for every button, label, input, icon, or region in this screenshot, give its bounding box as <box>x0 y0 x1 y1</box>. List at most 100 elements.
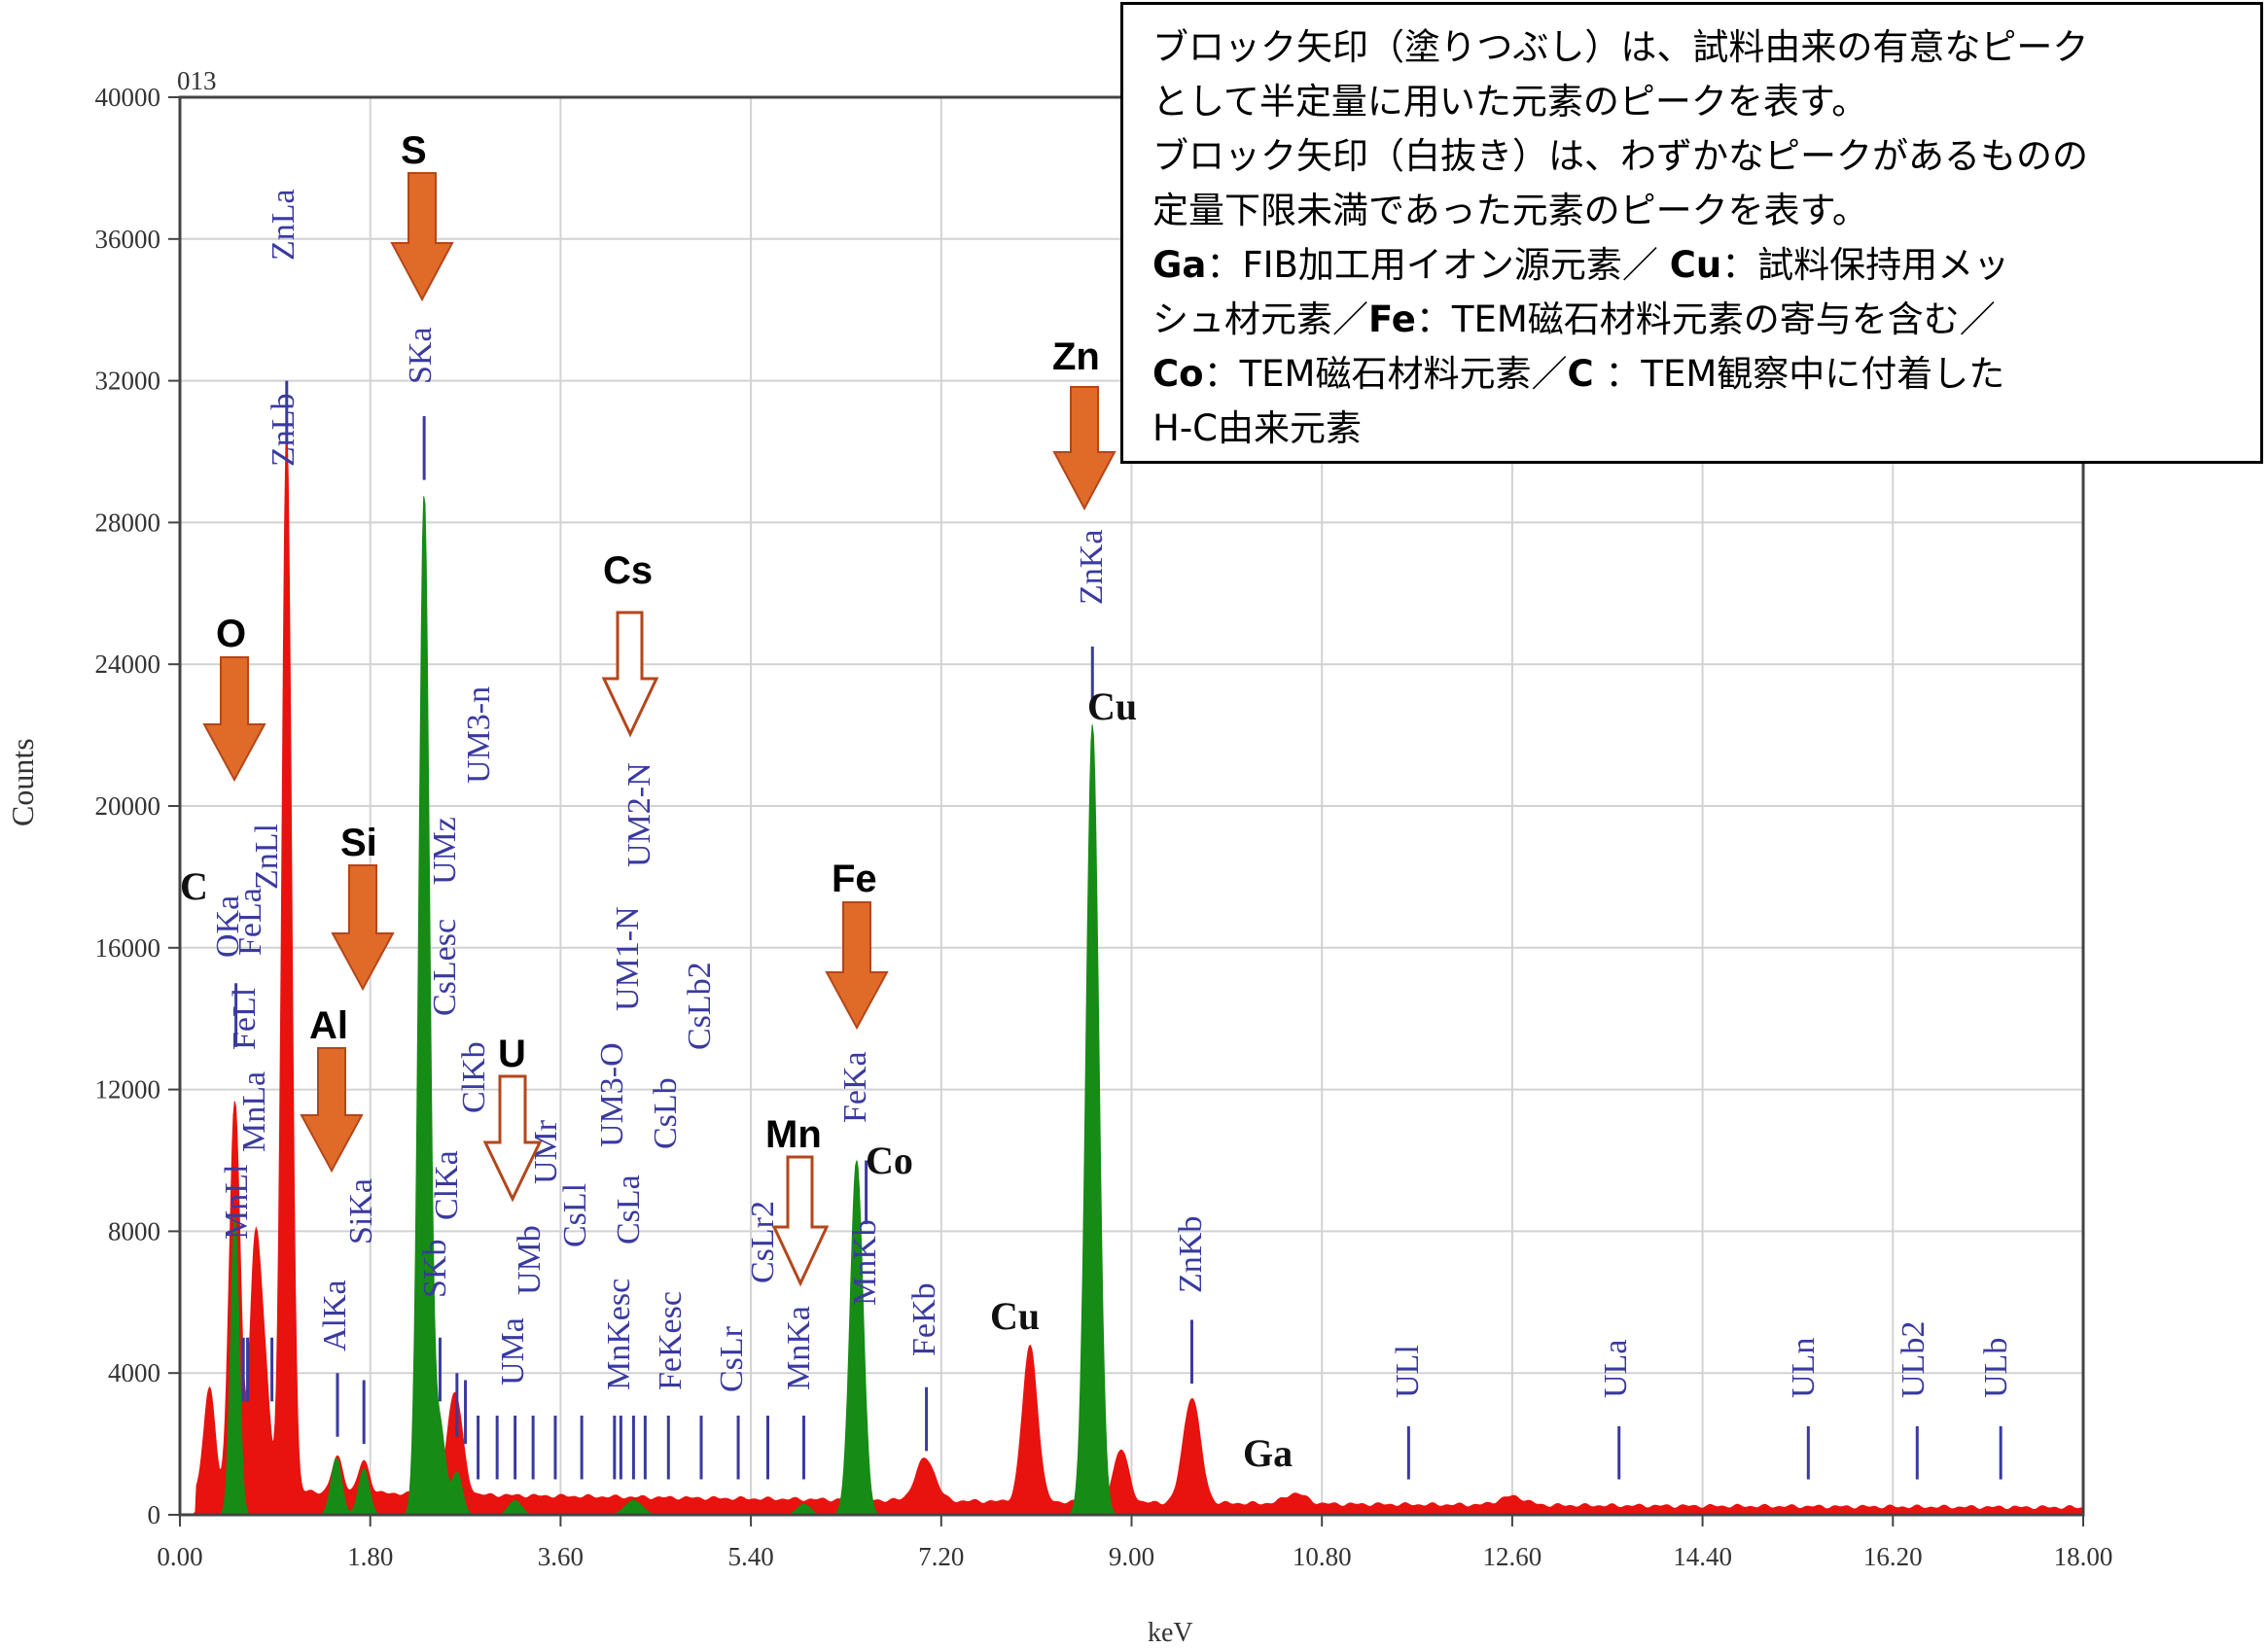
line-label-csla: CsLa <box>611 1175 647 1245</box>
y-tick-label: 24000 <box>95 649 161 679</box>
element-label-mn: Mn <box>765 1113 822 1156</box>
peak-label-cu: Cu <box>990 1294 1040 1338</box>
line-label-cslb: CsLb <box>648 1077 684 1149</box>
y-tick-label: 36000 <box>95 225 161 254</box>
note-line-2: として半定量に用いた元素のピークを表す。 <box>1152 81 1868 123</box>
note-fe-symbol: Fe <box>1368 298 1416 340</box>
line-label-cslesc: CsLesc <box>427 919 463 1016</box>
note-cu-symbol: Cu <box>1669 244 1722 286</box>
line-label-znla: ZnLa <box>266 189 301 261</box>
x-tick-label: 5.40 <box>727 1542 773 1571</box>
x-tick-label: 14.40 <box>1673 1542 1732 1571</box>
x-tick-label: 9.00 <box>1109 1542 1154 1571</box>
line-label-mnka: MnKa <box>781 1306 817 1390</box>
line-label-uln: ULn <box>1786 1338 1822 1398</box>
line-label-znkb: ZnKb <box>1173 1216 1209 1293</box>
line-label-uma: UMa <box>495 1317 531 1385</box>
x-tick-label: 0.00 <box>157 1542 202 1571</box>
line-label-fela: FeLa <box>232 888 268 956</box>
element-label-al: Al <box>309 1004 348 1047</box>
element-label-cs: Cs <box>603 549 653 592</box>
note-line-4: 定量下限未満であった元素のピークを表す。 <box>1152 190 1868 231</box>
line-label-ulb2: ULb2 <box>1896 1321 1931 1398</box>
y-tick-label: 16000 <box>95 933 161 963</box>
x-tick-label: 1.80 <box>347 1542 393 1571</box>
note-c-text: ：TEM観察中に付着した <box>1593 353 2005 395</box>
element-label-s: S <box>401 129 427 172</box>
element-arrows <box>202 172 1116 1287</box>
arrow-al <box>300 1047 364 1174</box>
note-line-5: Ga：FIB加工用イオン源元素／ Cu：試料保持用メッ <box>1152 238 2243 293</box>
axis-ticks: 0.00 1.80 3.60 5.40 7.20 9.00 10.80 12.60 14.40 1… <box>95 83 2113 1571</box>
y-tick-label: 4000 <box>108 1358 160 1387</box>
y-tick-label: 12000 <box>95 1075 161 1105</box>
line-label-fekb: FeKb <box>906 1282 942 1356</box>
note-line-7: Co：TEM磁石材料元素／C ：TEM観察中に付着した <box>1152 347 2243 402</box>
line-label-oka: OKa <box>210 895 246 958</box>
line-label-znlb: ZnLb <box>266 393 301 467</box>
x-tick-label: 10.80 <box>1293 1542 1352 1571</box>
line-label-skb: SKb <box>417 1240 453 1298</box>
line-markers <box>234 380 2002 1480</box>
arrow-zn <box>1052 386 1116 511</box>
arrow-o <box>202 656 266 783</box>
note-fe-text: ：TEM磁石材料元素の寄与を含む／ <box>1415 298 1996 340</box>
y-tick-label: 20000 <box>95 791 161 821</box>
element-label-o: O <box>216 613 246 655</box>
line-label-ula: ULa <box>1598 1340 1634 1398</box>
spectrum-series-0 <box>180 429 2084 1516</box>
x-axis-label: keV <box>1148 1618 1193 1648</box>
note-line-3: ブロック矢印（白抜き）は、わずかなピークがあるものの <box>1152 135 2088 177</box>
line-label-feka: FeKa <box>837 1051 873 1123</box>
element-labels: S O Si Al U Cs Mn Fe Zn <box>216 129 1100 1156</box>
x-tick-label: 7.20 <box>918 1542 964 1571</box>
line-label-clka: ClKa <box>429 1150 465 1220</box>
line-label-alka: AlKa <box>317 1280 353 1351</box>
line-label-fekesc: FeKesc <box>653 1291 689 1390</box>
note-line-1: ブロック矢印（塗りつぶし）は、試料由来の有意なピーク <box>1152 26 2089 68</box>
line-labels: ZnLa ZnLb SKa UM3-n UMz CsLesc ClKb ClKa… <box>210 189 2014 1398</box>
note-co-symbol: Co <box>1152 353 1204 395</box>
element-label-zn: Zn <box>1052 335 1100 378</box>
note-co-text: ：TEM磁石材料元素／ <box>1203 353 1568 395</box>
arrow-u <box>482 1074 543 1203</box>
line-label-umb: UMb <box>512 1225 548 1295</box>
legend-note-box: ブロック矢印（塗りつぶし）は、試料由来の有意なピーク として半定量に用いた元素の… <box>1120 2 2263 464</box>
line-label-umz: UMz <box>427 817 463 885</box>
line-label-um1-n: UM1-N <box>610 906 646 1011</box>
line-label-znll: ZnLl <box>249 824 285 890</box>
peak-label-cu-ka: Cu <box>1087 684 1137 728</box>
note-ga-text: ：FIB加工用イオン源元素／ <box>1206 244 1670 286</box>
line-label-um2-n: UM2-N <box>621 762 657 867</box>
line-label-mnkesc: MnKesc <box>601 1279 637 1390</box>
y-tick-label: 0 <box>148 1500 161 1529</box>
line-label-mnkb: MnKb <box>847 1219 883 1306</box>
element-label-fe: Fe <box>832 858 877 900</box>
line-label-ska: SKa <box>403 327 439 384</box>
line-label-csll: CsLl <box>557 1183 593 1247</box>
note-c-symbol: C <box>1567 353 1594 395</box>
y-tick-label: 28000 <box>95 508 161 537</box>
x-tick-label: 16.20 <box>1863 1542 1923 1571</box>
y-tick-label: 32000 <box>95 367 161 396</box>
line-label-um3-o: UM3-O <box>594 1042 630 1147</box>
y-tick-label: 40000 <box>95 83 161 112</box>
x-tick-label: 3.60 <box>538 1542 584 1571</box>
line-label-fell: FeLl <box>227 988 263 1050</box>
note-line-8: H-C由来元素 <box>1152 407 1363 449</box>
line-label-clkb: ClKb <box>456 1041 492 1113</box>
peak-label-c: C <box>180 864 208 908</box>
x-tick-label: 12.60 <box>1483 1542 1542 1571</box>
y-tick-label: 8000 <box>108 1216 160 1245</box>
arrow-s <box>390 172 454 302</box>
note-line-6: シュ材元素／Fe：TEM磁石材料元素の寄与を含む／ <box>1152 293 2243 347</box>
line-label-znka: ZnKa <box>1074 530 1110 605</box>
arrow-si <box>331 864 395 992</box>
note-cu-text: ：試料保持用メッ <box>1721 244 2010 286</box>
line-label-mnla: MnLa <box>236 1071 272 1152</box>
y-axis-label: Counts <box>5 738 40 826</box>
chart-id-label: 013 <box>177 66 217 95</box>
line-label-cslr: CsLr <box>714 1325 750 1392</box>
peak-label-co: Co <box>866 1139 913 1182</box>
